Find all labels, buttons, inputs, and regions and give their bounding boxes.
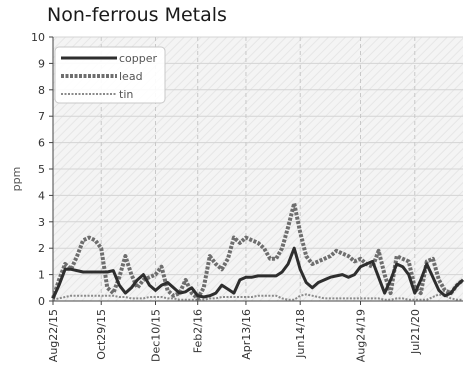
y-tick-label: 8: [38, 84, 45, 97]
x-tick-label: Aug24/19: [355, 309, 368, 362]
y-tick-label: 10: [31, 31, 45, 44]
y-tick-label: 1: [38, 269, 45, 282]
x-tick-label: Oct29/15: [95, 309, 108, 360]
y-tick-label: 2: [38, 242, 45, 255]
y-axis-label: ppm: [10, 167, 23, 192]
legend-label-lead: lead: [119, 70, 143, 83]
y-tick-label: 4: [38, 189, 45, 202]
series-lines: [51, 201, 465, 301]
x-axis: Aug22/15 Oct29/15 Dec10/15 Feb2/16 Apr13/16 J…: [47, 37, 463, 362]
legend-label-copper: copper: [119, 52, 158, 65]
y-tick-label: 5: [38, 163, 45, 176]
x-tick-label: Aug22/15: [47, 309, 60, 362]
y-tick-label: 3: [38, 216, 45, 229]
chart-title: Non-ferrous Metals: [47, 4, 227, 26]
y-tick-label: 9: [38, 57, 45, 70]
legend-box: [54, 46, 166, 104]
series-line-tin: [52, 293, 463, 301]
legend-label-tin: tin: [119, 88, 133, 101]
y-axis: 0 1 2 3 4 5 6 7 8 9 10: [31, 31, 53, 308]
legend: copper lead tin: [54, 46, 166, 104]
x-tick-label: Jun14/18: [294, 309, 307, 359]
x-tick-label: Feb2/16: [192, 309, 205, 353]
series-line-lead: [51, 201, 465, 301]
x-tick-label: Jul21/20: [409, 309, 422, 355]
y-tick-label: 0: [38, 295, 45, 308]
x-tick-label: Apr13/16: [240, 309, 253, 360]
y-tick-label: 7: [38, 110, 45, 123]
x-tick-label: Dec10/15: [150, 309, 163, 362]
y-tick-label: 6: [38, 137, 45, 150]
series-line-copper: [51, 246, 464, 300]
